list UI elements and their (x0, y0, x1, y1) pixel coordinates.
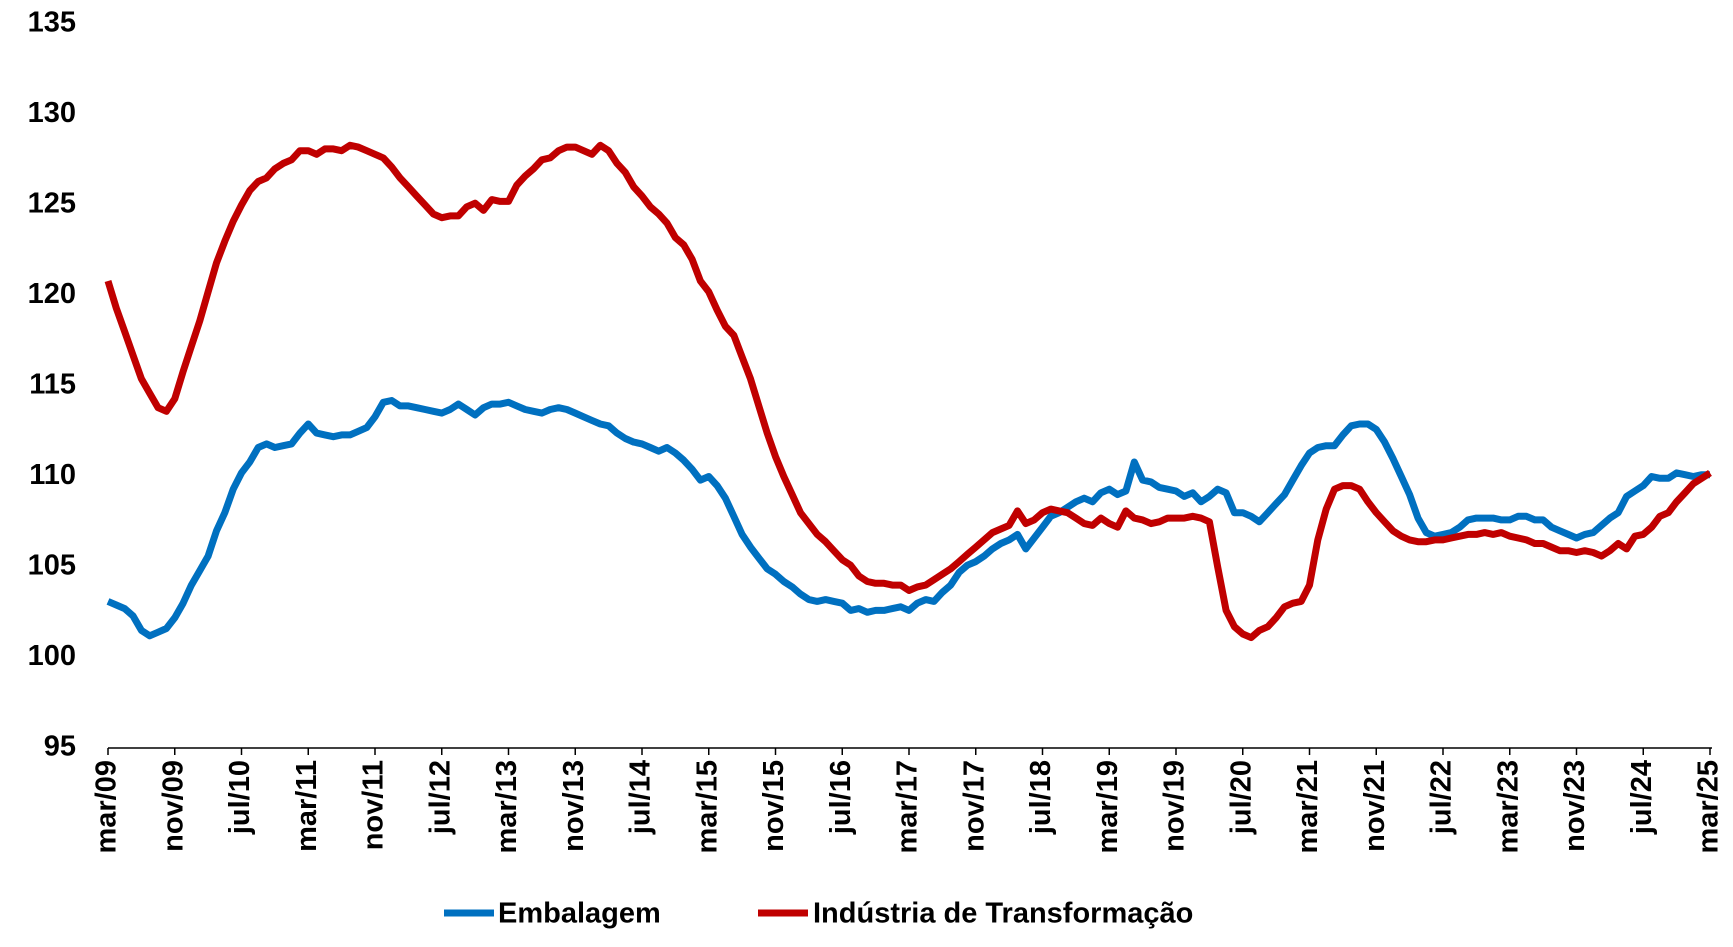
x-tick-label: jul/24 (1626, 760, 1658, 835)
x-tick-label: nov/23 (1559, 760, 1591, 852)
x-tick-label: nov/21 (1359, 760, 1391, 852)
legend-label: Embalagem (498, 898, 661, 930)
x-tick-label: nov/15 (758, 760, 790, 852)
x-tick-label: jul/14 (625, 760, 657, 835)
x-tick-label: mar/11 (291, 760, 323, 852)
x-tick-label: jul/18 (1025, 760, 1057, 835)
y-tick-label: 125 (28, 188, 76, 220)
x-tick-label: nov/17 (958, 760, 990, 852)
x-tick-label: nov/09 (157, 760, 189, 852)
x-tick-label: mar/25 (1693, 760, 1725, 854)
x-tick-label: mar/17 (892, 760, 924, 854)
legend-label: Indústria de Transformação (813, 898, 1193, 930)
y-tick-label: 95 (44, 731, 76, 763)
y-tick-label: 105 (28, 550, 76, 582)
x-tick-label: nov/11 (358, 760, 390, 850)
x-tick-label: mar/21 (1292, 760, 1324, 854)
y-tick-label: 100 (28, 640, 76, 672)
x-tick-label: mar/09 (91, 760, 123, 854)
x-tick-label: mar/19 (1092, 760, 1124, 854)
y-tick-label: 120 (28, 278, 76, 310)
x-tick-label: mar/13 (491, 760, 523, 854)
y-tick-label: 135 (28, 7, 76, 39)
line-series (106, 397, 1710, 640)
x-tick-label: jul/10 (224, 760, 256, 835)
y-tick-label: 130 (28, 97, 76, 129)
x-tick-label: jul/20 (1225, 760, 1257, 835)
y-tick-label: 110 (29, 459, 76, 491)
x-tick-label: nov/19 (1159, 760, 1191, 852)
x-tick-label: jul/22 (1426, 760, 1458, 835)
x-tick-label: mar/15 (691, 760, 723, 854)
x-tick-label: jul/12 (424, 760, 456, 835)
line-series (104, 141, 1712, 642)
x-tick-label: nov/13 (558, 760, 590, 852)
x-tick-label: mar/23 (1492, 760, 1524, 854)
x-tick-label: jul/16 (825, 760, 857, 835)
y-tick-label: 115 (29, 369, 76, 401)
